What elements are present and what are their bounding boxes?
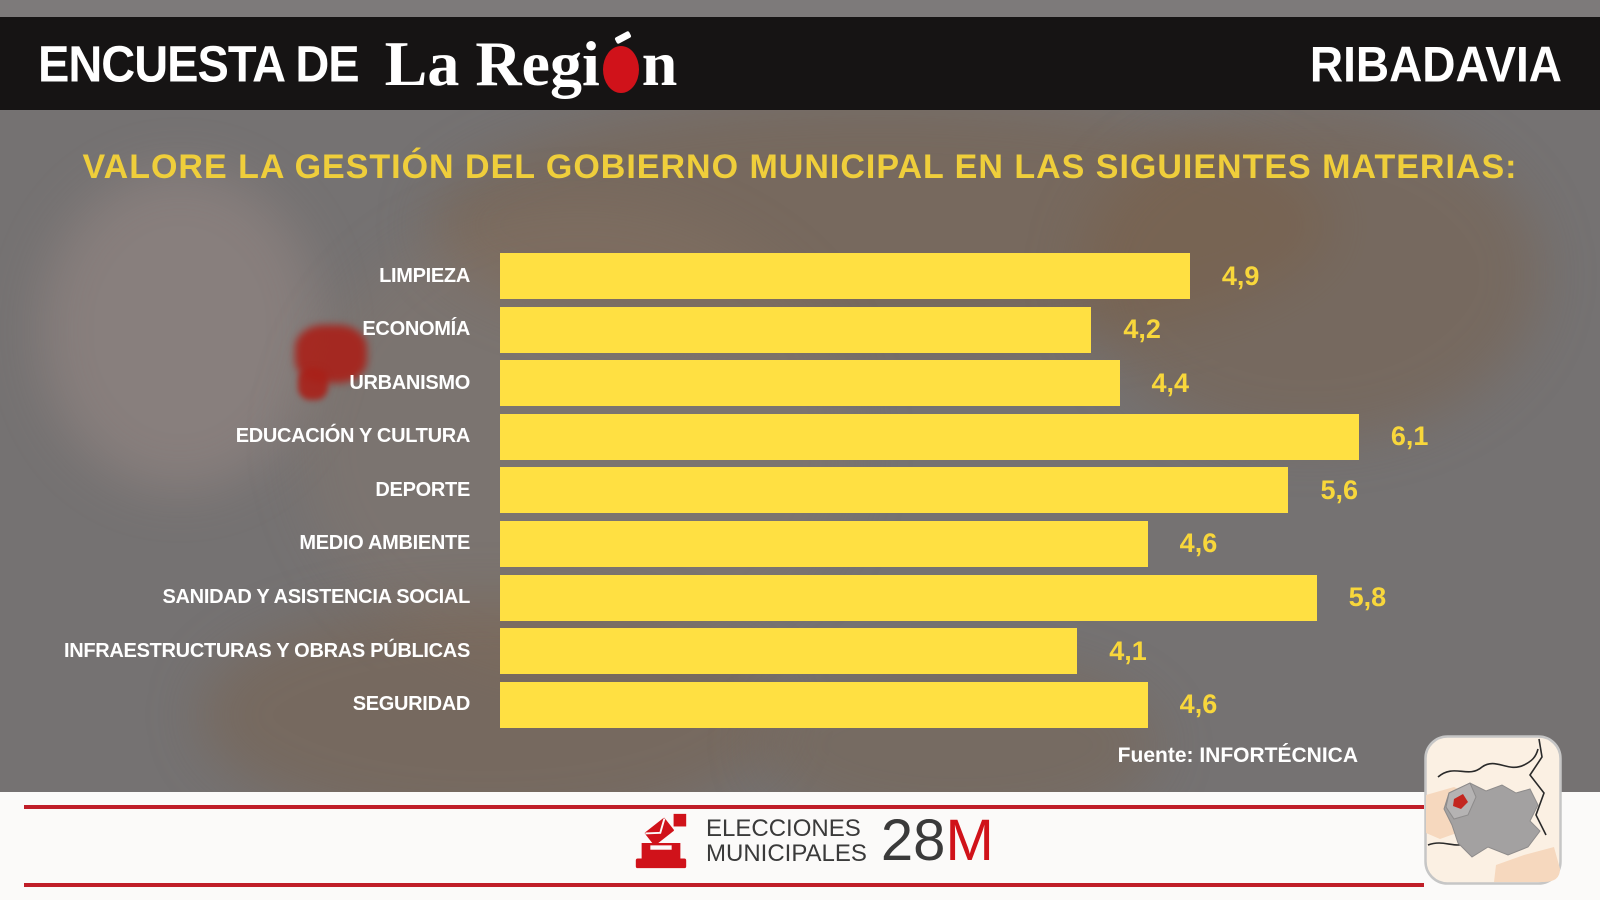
bar-category-label: MEDIO AMBIENTE <box>299 532 470 555</box>
bar <box>500 628 1078 675</box>
bar-category-label: DEPORTE <box>375 478 470 501</box>
bar-value-label: 4,4 <box>1151 367 1190 398</box>
footer-banner: ELECCIONES MUNICIPALES 28 M <box>0 792 1600 900</box>
bar-row: SANIDAD Y ASISTENCIA SOCIAL 5,8 <box>0 574 1600 621</box>
bar <box>500 467 1289 514</box>
bar-row: MEDIO AMBIENTE 4,6 <box>0 520 1600 567</box>
bar-value-label: 4,1 <box>1109 635 1147 666</box>
header-bar: ENCUESTA DE La Regi n RIBADAVIA <box>0 17 1600 110</box>
bar-value-label: 4,9 <box>1221 260 1260 291</box>
bar-value-label: 4,6 <box>1179 689 1218 720</box>
bar <box>500 681 1148 728</box>
bar-row: URBANISMO 4,4 <box>0 360 1600 407</box>
divider-line-top <box>24 805 1424 809</box>
bar-category-label: INFRAESTRUCTURAS Y OBRAS PÚBLICAS <box>63 639 470 662</box>
elections-lockup: ELECCIONES MUNICIPALES 28 M <box>630 810 994 872</box>
elections-line2: MUNICIPALES <box>706 840 867 867</box>
brand-red-dot-icon <box>602 30 639 93</box>
bar-category-label: LIMPIEZA <box>379 264 470 287</box>
bar-row: INFRAESTRUCTURAS Y OBRAS PÚBLICAS 4,1 <box>0 628 1600 675</box>
chart-title: VALORE LA GESTIÓN DEL GOBIERNO MUNICIPAL… <box>82 148 1518 186</box>
bar <box>500 520 1148 567</box>
bar-row: EDUCACIÓN Y CULTURA 6,1 <box>0 413 1600 460</box>
elections-line1: ELECCIONES <box>706 814 861 842</box>
bar-row: SEGURIDAD 4,6 <box>0 681 1600 728</box>
brand-text-right: n <box>641 27 678 99</box>
bar-category-label: SANIDAD Y ASISTENCIA SOCIAL <box>162 586 471 609</box>
election-date: 28 M <box>881 812 994 870</box>
bar-category-label: ECONOMÍA <box>362 318 470 341</box>
bar-category-label: URBANISMO <box>349 371 470 394</box>
bar-value-label: 5,6 <box>1320 474 1359 505</box>
bar-value-label: 4,6 <box>1179 528 1218 559</box>
survey-label: ENCUESTA DE <box>38 34 360 93</box>
bar-row: DEPORTE 5,6 <box>0 467 1600 514</box>
accent-mark <box>614 30 632 44</box>
date-number: 28 <box>880 808 946 873</box>
bar-value-label: 4,2 <box>1123 314 1161 345</box>
bar-category-label: SEGURIDAD <box>352 693 471 716</box>
top-strip <box>0 0 1600 17</box>
ballot-box-icon <box>635 813 687 869</box>
bar-chart: LIMPIEZA 4,9 ECONOMÍA 4,2 URBANISMO 4,4 EDUCAC… <box>0 253 1600 735</box>
province-locator-map <box>1424 735 1562 885</box>
date-letter: M <box>945 808 994 873</box>
bar <box>500 413 1359 460</box>
bar-row: ECONOMÍA 4,2 <box>0 306 1600 353</box>
elections-label: ELECCIONES MUNICIPALES <box>706 814 867 867</box>
bar-category-label: EDUCACIÓN Y CULTURA <box>235 425 471 448</box>
municipality-title: RIBADAVIA <box>1309 35 1562 92</box>
bar-row: LIMPIEZA 4,9 <box>0 253 1600 299</box>
la-region-logo: La Regi n <box>385 27 678 101</box>
divider-line-bottom <box>24 883 1424 887</box>
bar <box>500 306 1092 353</box>
brand-text-left: La Regi <box>384 27 600 99</box>
bar-value-label: 6,1 <box>1390 421 1429 452</box>
bar-value-label: 5,8 <box>1348 582 1387 613</box>
bar <box>500 253 1190 299</box>
source-credit: Fuente: INFORTÉCNICA <box>1117 744 1358 767</box>
bar <box>500 574 1317 621</box>
bar <box>500 360 1120 407</box>
